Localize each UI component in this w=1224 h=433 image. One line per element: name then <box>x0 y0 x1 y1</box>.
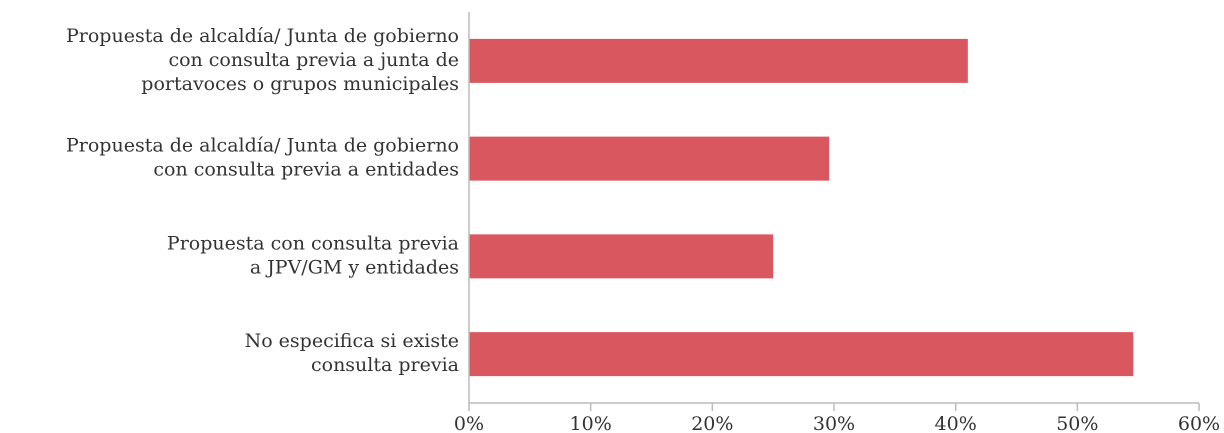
x-tick-label: 40% <box>935 413 977 433</box>
bar <box>469 332 1134 377</box>
y-tick-label: Propuesta de alcaldía/ Junta de gobierno <box>66 25 459 47</box>
y-tick-label: No especifica si existe <box>245 330 459 352</box>
y-tick-label: consulta previa <box>311 354 459 376</box>
bar <box>469 234 774 279</box>
x-tick-label: 0% <box>454 413 484 433</box>
y-tick-label: con consulta previa a entidades <box>153 159 459 181</box>
x-tick-label: 20% <box>691 413 733 433</box>
x-tick-label: 60% <box>1178 413 1220 433</box>
x-tick-label: 30% <box>813 413 855 433</box>
x-tick-label: 50% <box>1056 413 1098 433</box>
bar <box>469 38 968 83</box>
y-tick-label: portavoces o grupos municipales <box>141 73 459 95</box>
y-tick-label: Propuesta con consulta previa <box>167 232 459 254</box>
x-tick-label: 10% <box>570 413 612 433</box>
bar <box>469 136 830 181</box>
y-tick-label: a JPV/GM y entidades <box>250 256 459 278</box>
y-tick-label: con consulta previa a junta de <box>168 49 459 71</box>
y-tick-label: Propuesta de alcaldía/ Junta de gobierno <box>66 135 459 157</box>
